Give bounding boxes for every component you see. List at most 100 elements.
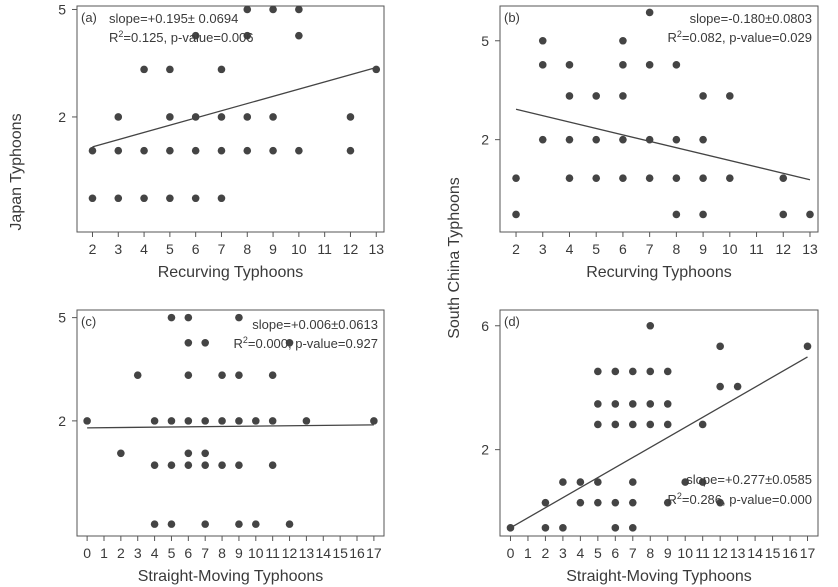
data-point xyxy=(114,194,123,203)
x-tick-label: 6 xyxy=(611,545,619,561)
data-point xyxy=(699,210,707,219)
x-tick-label: 11 xyxy=(695,545,710,561)
data-point xyxy=(295,146,303,155)
data-point xyxy=(559,524,567,532)
x-tick-label: 4 xyxy=(576,545,584,561)
r2-value: =0.082, p-value=0.029 xyxy=(682,30,812,45)
data-point xyxy=(698,478,707,486)
data-point xyxy=(628,478,637,486)
data-point xyxy=(235,313,243,322)
data-point xyxy=(150,520,159,528)
data-point xyxy=(184,461,193,469)
data-point xyxy=(167,313,176,322)
data-point xyxy=(268,417,277,425)
x-tick-label: 2 xyxy=(117,545,125,561)
data-point xyxy=(628,400,637,408)
x-tick-label: 15 xyxy=(765,545,781,561)
data-point xyxy=(235,461,243,469)
data-point xyxy=(201,520,209,528)
x-tick-label: 9 xyxy=(269,241,277,257)
x-tick-label: 12 xyxy=(282,545,298,561)
data-point xyxy=(140,194,148,203)
data-point xyxy=(201,461,209,469)
data-point xyxy=(716,498,724,507)
data-point xyxy=(699,135,707,144)
data-point xyxy=(628,524,637,532)
r2-superscript: 2 xyxy=(677,491,682,501)
data-point xyxy=(592,92,601,100)
slope-annotation: slope=+0.277±0.0585 xyxy=(686,472,812,487)
x-tick-label: 0 xyxy=(83,545,91,561)
data-point xyxy=(592,174,601,182)
chart-panel-d: 0 1 2 3 4 5 6 7 8 9 10 11 12 13 14 15 16 1726Straight-Mov… xyxy=(481,309,819,585)
data-point xyxy=(672,174,681,182)
x-tick-label: 5 xyxy=(168,545,176,561)
data-point xyxy=(646,367,655,376)
r2-annotation: R2=0.000, p-value=0.927 xyxy=(233,335,378,351)
data-point xyxy=(243,31,252,40)
data-point xyxy=(645,135,654,144)
data-point xyxy=(295,5,303,14)
data-point xyxy=(628,367,637,376)
data-point xyxy=(663,367,672,376)
data-point xyxy=(88,146,97,155)
x-tick-label: 5 xyxy=(592,241,600,257)
data-point xyxy=(559,478,567,486)
data-point xyxy=(184,371,193,379)
data-point xyxy=(302,417,311,425)
x-tick-label: 13 xyxy=(730,545,746,561)
data-point xyxy=(538,135,547,144)
data-point xyxy=(150,461,159,469)
data-point xyxy=(235,371,243,379)
data-point xyxy=(201,449,209,458)
data-point xyxy=(235,417,243,425)
x-tick-label: 13 xyxy=(299,545,315,561)
slope-annotation: slope=-0.180±0.0803 xyxy=(690,11,812,26)
data-point xyxy=(370,417,378,425)
x-tick-label: 0 xyxy=(507,545,515,561)
chart-panel-c: 0 1 2 3 4 5 6 7 8 9 10 11 12 13 14 15 16 1725Straight-Mov… xyxy=(58,309,385,585)
data-point xyxy=(201,338,209,347)
data-point xyxy=(672,135,681,144)
data-point xyxy=(779,210,788,219)
data-point xyxy=(252,520,260,528)
data-point xyxy=(565,61,574,69)
x-tick-label: 9 xyxy=(664,545,672,561)
x-tick-label: 3 xyxy=(559,545,567,561)
x-tick-label: 12 xyxy=(775,241,791,257)
x-tick-label: 8 xyxy=(218,545,226,561)
x-axis-label: Straight-Moving Typhoons xyxy=(566,568,752,585)
r2-value: =0.125, p-value=0.006 xyxy=(123,30,253,45)
x-tick-label: 9 xyxy=(235,545,243,561)
data-point xyxy=(285,338,294,347)
data-point xyxy=(699,174,707,182)
slope-annotation: slope=+0.195± 0.0694 xyxy=(109,11,238,26)
y-tick-label: 2 xyxy=(481,132,489,148)
y-tick-label: 6 xyxy=(481,318,489,334)
x-tick-label: 1 xyxy=(524,545,532,561)
y-tick-label: 5 xyxy=(58,310,66,326)
data-point xyxy=(565,174,574,182)
x-tick-label: 2 xyxy=(542,545,550,561)
panel-label: (a) xyxy=(81,10,97,25)
data-point xyxy=(150,417,159,425)
x-tick-label: 7 xyxy=(201,545,209,561)
data-point xyxy=(628,498,637,507)
data-point xyxy=(269,146,277,155)
r2-annotation: R2=0.125, p-value=0.006 xyxy=(109,29,254,45)
data-point xyxy=(646,420,655,429)
x-tick-label: 6 xyxy=(192,241,200,257)
x-axis-label: Recurving Typhoons xyxy=(158,264,304,281)
x-tick-label: 17 xyxy=(366,545,382,561)
x-tick-label: 8 xyxy=(672,241,680,257)
data-point xyxy=(541,524,550,532)
x-tick-label: 3 xyxy=(134,545,142,561)
data-point xyxy=(167,520,176,528)
data-point xyxy=(117,449,125,458)
data-point xyxy=(184,417,193,425)
x-tick-label: 3 xyxy=(539,241,547,257)
data-point xyxy=(191,113,200,121)
x-tick-label: 12 xyxy=(712,545,728,561)
plot-frame xyxy=(499,5,819,233)
data-point xyxy=(619,36,627,45)
